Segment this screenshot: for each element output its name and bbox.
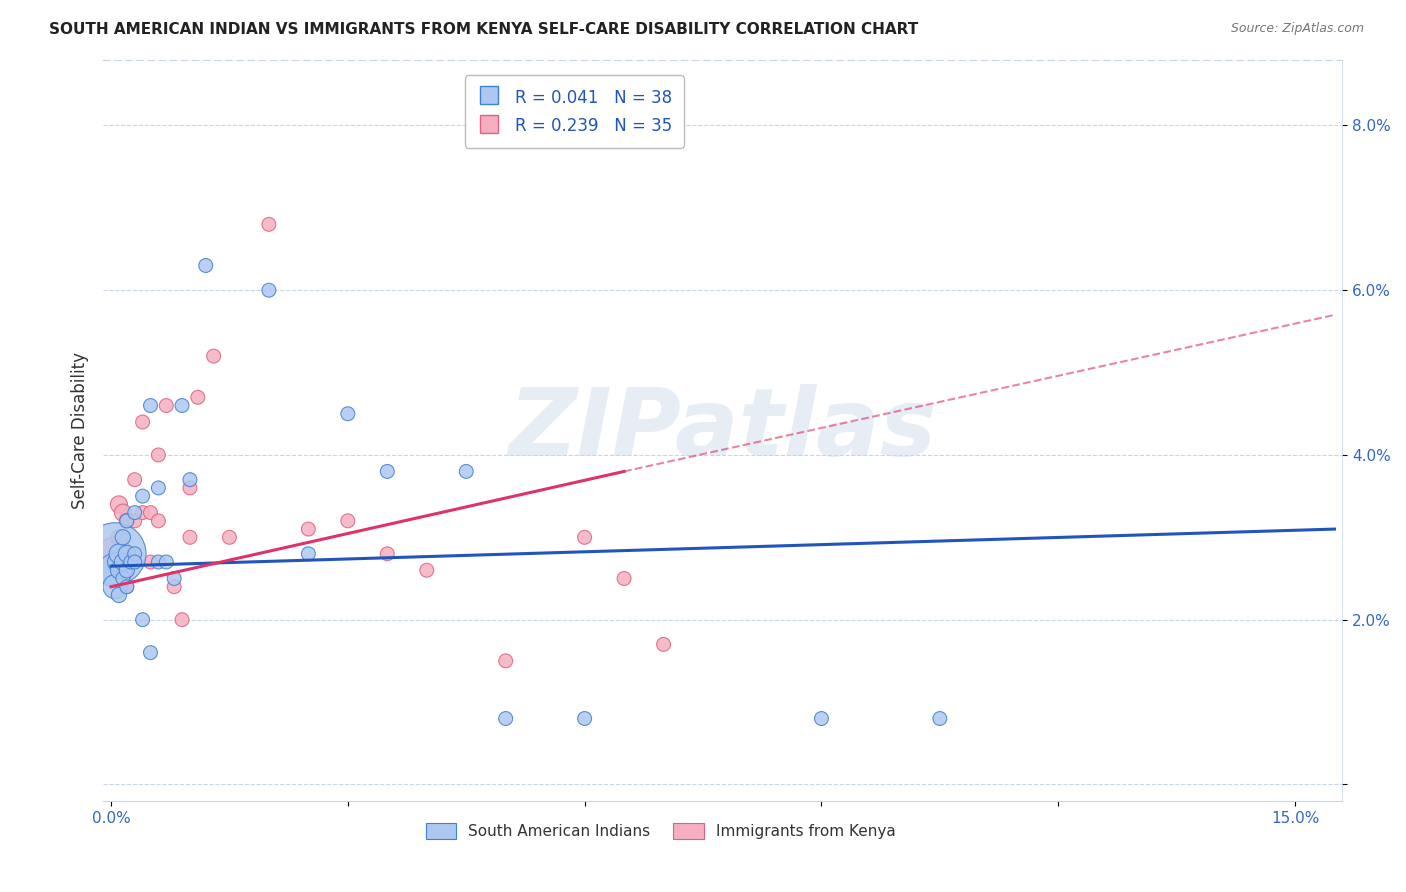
Point xyxy=(108,530,131,544)
Point xyxy=(179,473,201,487)
Point xyxy=(111,530,134,544)
Point xyxy=(574,712,596,726)
Point xyxy=(148,555,170,569)
Point xyxy=(124,506,146,520)
Point xyxy=(104,547,127,561)
Point xyxy=(810,712,832,726)
Point xyxy=(131,613,153,627)
Point xyxy=(652,637,675,651)
Point xyxy=(613,572,636,586)
Point xyxy=(148,481,170,495)
Point xyxy=(336,407,359,421)
Point xyxy=(155,399,177,413)
Point xyxy=(108,547,131,561)
Point xyxy=(111,506,134,520)
Point xyxy=(375,465,398,479)
Point xyxy=(574,530,596,544)
Point xyxy=(124,547,146,561)
Point xyxy=(111,555,134,569)
Point xyxy=(163,580,186,594)
Point xyxy=(115,547,138,561)
Point xyxy=(139,646,162,660)
Point xyxy=(105,555,128,569)
Point xyxy=(297,547,319,561)
Point xyxy=(495,712,517,726)
Point xyxy=(124,514,146,528)
Point xyxy=(179,481,201,495)
Point xyxy=(115,547,138,561)
Point xyxy=(115,563,138,577)
Point xyxy=(139,555,162,569)
Point xyxy=(131,415,153,429)
Point xyxy=(115,514,138,528)
Point xyxy=(375,547,398,561)
Point xyxy=(194,259,217,273)
Text: Source: ZipAtlas.com: Source: ZipAtlas.com xyxy=(1230,22,1364,36)
Point xyxy=(456,465,478,479)
Point xyxy=(111,572,134,586)
Point xyxy=(187,390,209,404)
Point xyxy=(202,349,225,363)
Point xyxy=(139,399,162,413)
Point xyxy=(115,580,138,594)
Point xyxy=(104,547,127,561)
Point xyxy=(163,572,186,586)
Point xyxy=(124,555,146,569)
Point xyxy=(120,555,142,569)
Point xyxy=(179,530,201,544)
Point xyxy=(115,514,138,528)
Point xyxy=(297,522,319,536)
Point xyxy=(104,580,127,594)
Point xyxy=(111,547,134,561)
Point xyxy=(257,283,280,297)
Point xyxy=(108,563,131,577)
Point xyxy=(108,588,131,602)
Point xyxy=(155,555,177,569)
Point xyxy=(108,497,131,511)
Text: ZIPatlas: ZIPatlas xyxy=(509,384,936,476)
Point xyxy=(495,654,517,668)
Point xyxy=(115,580,138,594)
Point xyxy=(131,506,153,520)
Point xyxy=(170,399,193,413)
Point xyxy=(131,489,153,503)
Point xyxy=(148,448,170,462)
Legend: South American Indians, Immigrants from Kenya: South American Indians, Immigrants from … xyxy=(419,817,903,845)
Y-axis label: Self-Care Disability: Self-Care Disability xyxy=(72,351,89,508)
Point xyxy=(139,506,162,520)
Point xyxy=(170,613,193,627)
Point xyxy=(124,473,146,487)
Point xyxy=(124,555,146,569)
Text: SOUTH AMERICAN INDIAN VS IMMIGRANTS FROM KENYA SELF-CARE DISABILITY CORRELATION : SOUTH AMERICAN INDIAN VS IMMIGRANTS FROM… xyxy=(49,22,918,37)
Point xyxy=(105,555,128,569)
Point xyxy=(928,712,950,726)
Point xyxy=(257,217,280,231)
Point xyxy=(336,514,359,528)
Point xyxy=(416,563,439,577)
Point xyxy=(104,563,127,577)
Point xyxy=(148,514,170,528)
Point xyxy=(218,530,240,544)
